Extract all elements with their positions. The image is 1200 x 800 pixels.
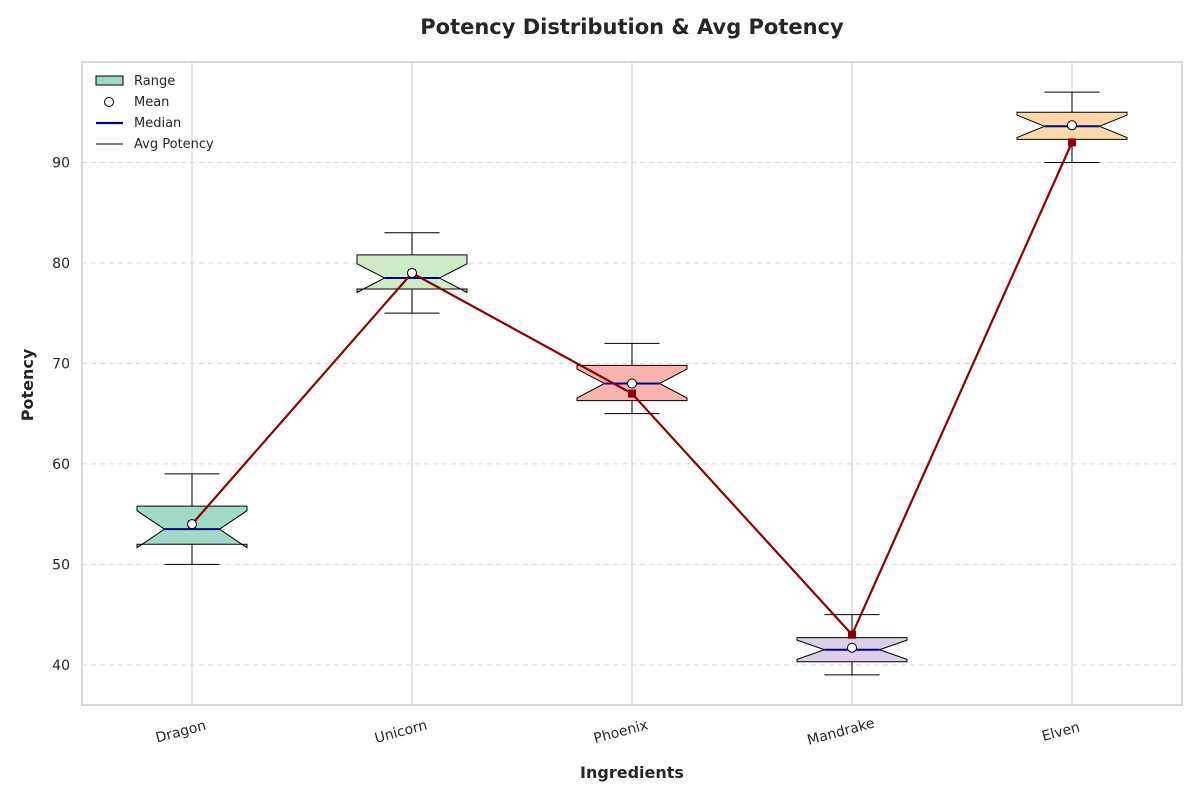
legend-entry-median: Median xyxy=(96,116,181,131)
legend: Range Mean Median Avg Potency xyxy=(95,74,214,152)
x-tick-label: Unicorn xyxy=(373,717,429,746)
legend-label-median: Median xyxy=(134,116,181,131)
legend-label-range: Range xyxy=(134,74,175,89)
y-axis: 40 50 60 70 80 90 xyxy=(52,155,70,673)
x-axis-label: Ingredients xyxy=(580,763,684,782)
x-tick-label: Elven xyxy=(1040,719,1081,744)
x-axis: Dragon Unicorn Phoenix Mandrake Elven xyxy=(154,715,1082,748)
legend-entry-avg-potency: Avg Potency xyxy=(96,137,214,152)
y-tick-label: 90 xyxy=(52,155,70,171)
mean-marker xyxy=(187,519,197,530)
x-tick-label: Mandrake xyxy=(806,715,877,748)
legend-entry-range: Range xyxy=(95,74,175,89)
mean-marker xyxy=(407,267,417,278)
mean-marker xyxy=(847,642,857,653)
y-tick-label: 40 xyxy=(52,658,70,674)
y-tick-label: 70 xyxy=(52,356,70,372)
legend-label-avg-potency: Avg Potency xyxy=(134,137,214,152)
y-axis-label: Potency xyxy=(18,348,37,421)
mean-markers xyxy=(187,120,1077,653)
x-tick-label: Dragon xyxy=(154,718,208,747)
mean-marker xyxy=(1067,120,1077,131)
legend-label-mean: Mean xyxy=(134,95,169,110)
y-tick-label: 50 xyxy=(52,557,70,573)
avg-potency-marker xyxy=(848,630,856,639)
y-tick-label: 80 xyxy=(52,256,70,272)
legend-swatch-range xyxy=(95,75,124,86)
legend-entry-mean: Mean xyxy=(104,95,169,110)
legend-swatch-mean xyxy=(104,97,114,107)
x-tick-label: Phoenix xyxy=(592,717,650,747)
chart-title: Potency Distribution & Avg Potency xyxy=(420,15,844,39)
avg-potency-marker xyxy=(1068,138,1076,147)
avg-potency-marker xyxy=(628,389,636,398)
y-tick-label: 60 xyxy=(52,457,70,473)
grid xyxy=(82,62,1182,705)
mean-marker xyxy=(627,378,637,389)
